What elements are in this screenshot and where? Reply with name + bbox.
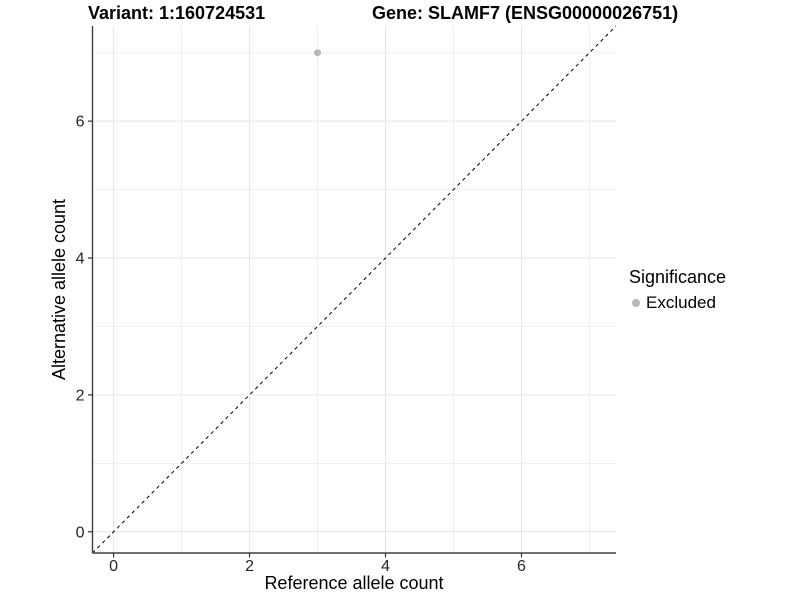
y-axis-title: Alternative allele count — [49, 198, 70, 381]
x-tick-label: 2 — [245, 558, 254, 575]
x-tick-label: 4 — [381, 558, 390, 575]
y-tick-label: 2 — [76, 387, 85, 404]
legend-title: Significance — [629, 267, 727, 287]
x-axis-title: Reference allele count — [264, 573, 444, 593]
y-tick-label: 0 — [76, 524, 85, 541]
y-axis-title-box: Alternative allele count — [44, 26, 76, 553]
gene-title: Gene: SLAMF7 (ENSG00000026751) — [372, 3, 679, 23]
legend-item-excluded: Excluded — [629, 293, 726, 313]
y-tick-label: 4 — [76, 251, 85, 268]
legend: Significance Excluded — [629, 267, 726, 313]
y-tick-label: 6 — [76, 114, 85, 131]
identity-dashed-line — [92, 25, 617, 554]
legend-item-label: Excluded — [646, 293, 716, 312]
x-tick-label: 6 — [517, 558, 526, 575]
excluded-point-icon — [632, 299, 640, 307]
data-point — [314, 49, 322, 57]
variant-title: Variant: 1:160724531 — [88, 3, 266, 23]
x-tick-label: 0 — [109, 558, 118, 575]
